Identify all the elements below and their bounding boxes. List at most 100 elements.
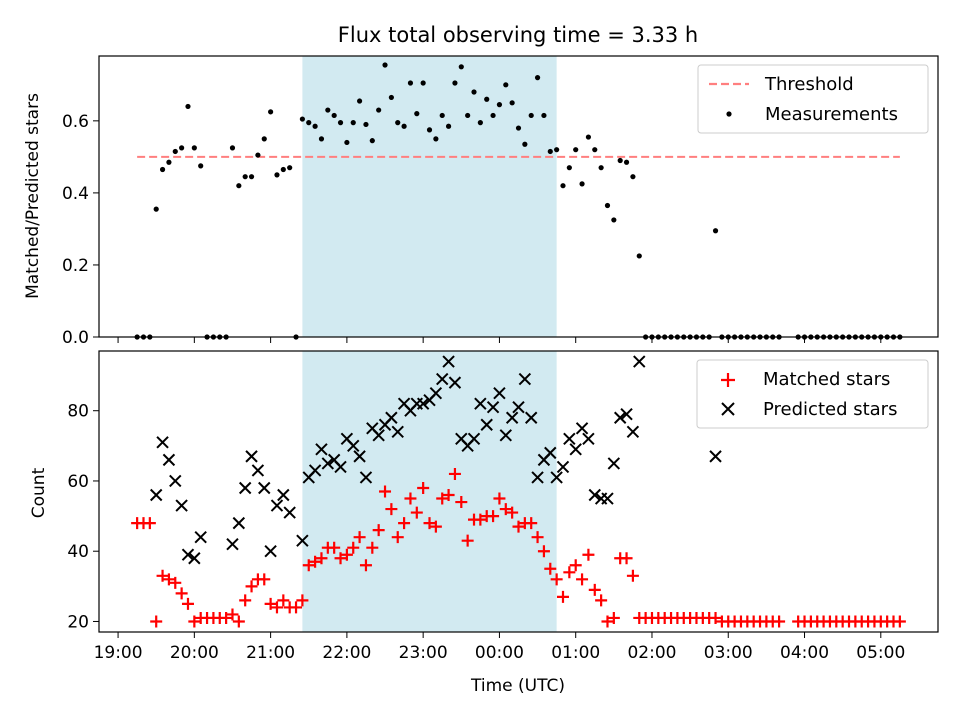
matched-star-point [162, 573, 175, 586]
measurement-point [287, 165, 293, 171]
matched-star-point [423, 517, 436, 530]
predicted-star-point [709, 450, 722, 463]
measurement-point [179, 145, 185, 151]
matched-star-point [588, 583, 601, 596]
matched-star-point [709, 611, 722, 624]
matched-star-point [512, 520, 525, 533]
measurement-point [554, 147, 560, 153]
count-x-tick-label: 05:00 [856, 643, 905, 663]
measurement-point [617, 157, 623, 164]
count-legend-frame [696, 359, 929, 429]
measurement-point [153, 206, 159, 212]
count-x-tick-label: 03:00 [704, 643, 753, 663]
measurement-point [159, 166, 166, 173]
matched-star-point [181, 597, 194, 610]
ratio-legend-frame [697, 64, 929, 134]
predicted-star-point [149, 488, 163, 502]
measurements-legend-label: Measurements [765, 104, 898, 125]
measurement-point [407, 80, 414, 86]
predicted-star-point [512, 400, 525, 414]
measurement-point [636, 253, 642, 259]
measurement-point [458, 64, 464, 70]
predicted-star-point [258, 481, 271, 495]
matched-star-point [315, 552, 328, 565]
predicted-star-point [321, 457, 335, 470]
measurement-point [325, 107, 331, 113]
predicted-star-point [181, 548, 195, 561]
matched-star-point [506, 506, 519, 519]
predicted-star-point [588, 488, 601, 502]
matched-star-point [379, 485, 392, 498]
predicted-star-point [359, 471, 373, 484]
matched-star-point [461, 534, 474, 547]
measurement-point [280, 166, 286, 173]
matched-star-point [366, 541, 379, 554]
measurement-point [503, 82, 509, 88]
matched-star-point [226, 608, 239, 621]
count-x-tick-label: 04:00 [780, 643, 829, 663]
predicted-star-point [175, 499, 188, 512]
measurement-point [185, 103, 191, 110]
predicted-star-point [277, 488, 290, 502]
figure-title: Flux total observing time = 3.33 h [338, 23, 698, 47]
predicted-star-point [480, 418, 493, 431]
count-legend: Matched stars Predicted stars [696, 359, 929, 429]
matched-star-point [429, 520, 442, 533]
matched-star-point [169, 576, 182, 589]
measurement-point [496, 102, 503, 108]
measurement-point [299, 116, 305, 122]
predicted-star-point [429, 386, 443, 400]
measurement-point [268, 109, 274, 115]
predicted-star-point [226, 537, 239, 551]
matched-star-point [391, 531, 404, 544]
predicted-star-point [531, 471, 544, 484]
count-observing-window [302, 351, 557, 632]
predicted-star-point [296, 534, 309, 547]
measurement-point [465, 112, 471, 119]
predicted-star-point [251, 464, 265, 477]
count-y-axis-label: Count [29, 467, 49, 518]
matched-star-point [563, 566, 576, 579]
measurement-point [356, 98, 363, 104]
matched-star-point [188, 615, 201, 628]
ratio-y-tick-label: 0.4 [62, 184, 89, 204]
matched-star-point [474, 513, 487, 526]
predicted-star-point [391, 425, 404, 438]
measurement-point [604, 202, 611, 209]
matched-star-point [156, 569, 169, 582]
measurement-point [350, 120, 356, 126]
predicted-star-point [601, 492, 614, 505]
measurement-point [388, 94, 394, 101]
predicted-star-point [448, 376, 462, 389]
measurements-legend-swatch [726, 111, 732, 117]
predicted-star-point [575, 422, 589, 435]
predicted-star-point [486, 400, 500, 414]
matched-star-point [398, 517, 411, 530]
matched-star-point [404, 492, 417, 505]
count-x-tick-label: 21:00 [246, 643, 295, 663]
ratio-y-tick-label: 0.6 [62, 112, 89, 132]
measurement-point [166, 159, 172, 165]
threshold-legend-label: Threshold [764, 74, 854, 95]
matched-star-point [372, 524, 385, 537]
measurement-point [369, 138, 375, 144]
ratio-y-axis-label: Matched/Predicted stars [23, 93, 43, 299]
predicted-star-point [334, 460, 347, 474]
matched-star-point [340, 548, 353, 561]
count-x-tick-label: 20:00 [170, 643, 219, 663]
matched-star-point [143, 517, 156, 530]
predicted-star-point [582, 432, 595, 446]
predicted-star-point [493, 386, 506, 400]
matched-star-point [531, 531, 544, 544]
count-y-tick-label: 80 [67, 402, 89, 422]
matched-star-point [347, 541, 360, 554]
count-frame [98, 350, 939, 633]
measurement-point [528, 112, 534, 119]
measurement-point [471, 89, 477, 95]
measurement-point [414, 111, 420, 117]
measurement-point [420, 80, 426, 86]
matched-star-point [582, 548, 595, 561]
predicted-star-point [633, 355, 646, 368]
